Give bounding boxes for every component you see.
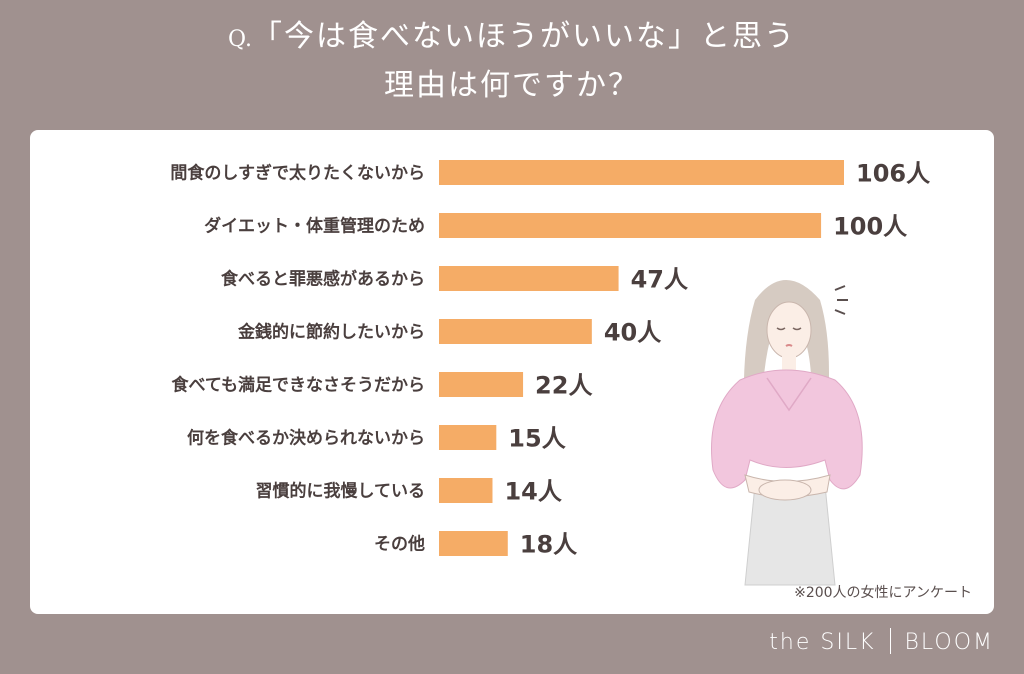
bar: [439, 425, 497, 450]
value-label: 106人: [856, 160, 930, 188]
question-mark-label: Q.: [228, 27, 252, 52]
value-label: 47人: [631, 266, 688, 294]
woman-illustration: [711, 280, 863, 586]
survey-note: ※200人の女性にアンケート: [794, 585, 972, 601]
category-label: 食べても満足できなさそうだから: [172, 375, 425, 396]
value-label: 100人: [833, 213, 907, 241]
bar: [439, 266, 619, 291]
bar: [439, 372, 524, 397]
value-label: 15人: [508, 425, 565, 453]
brand-right: BLOOM: [904, 630, 994, 655]
bar: [439, 478, 493, 503]
category-label: その他: [374, 534, 425, 555]
brand-left: the SILK: [769, 630, 876, 655]
bar: [439, 531, 508, 556]
brand-logo: the SILK BLOOM: [769, 628, 994, 655]
value-label: 40人: [604, 319, 661, 347]
value-label: 14人: [504, 478, 561, 506]
title-text-1: 「今は食べないほうがいいな」と思う: [251, 19, 796, 54]
category-label: 習慣的に我慢している: [256, 481, 426, 502]
category-label: 食べると罪悪感があるから: [221, 269, 425, 290]
value-label: 22人: [535, 372, 592, 400]
chart-title: Q.「今は食べないほうがいいな」と思う 理由は何ですか？: [0, 14, 1024, 109]
category-label: 何を食べるか決められないから: [187, 428, 425, 449]
title-line-1: Q.「今は食べないほうがいいな」と思う: [0, 14, 1024, 63]
value-label: 18人: [520, 531, 577, 559]
category-label: ダイエット・体重管理のため: [204, 216, 425, 237]
brand-separator: [889, 628, 891, 654]
bar: [439, 319, 592, 344]
category-label: 金銭的に節約したいから: [237, 322, 425, 343]
bar: [439, 160, 844, 185]
title-line-2: 理由は何ですか？: [384, 68, 640, 103]
chart-card: 間食のしすぎで太りたくないから 106人ダイエット・体重管理のため 100人食べると…: [30, 130, 994, 614]
bar: [439, 213, 822, 238]
category-label: 間食のしすぎで太りたくないから: [170, 163, 425, 184]
